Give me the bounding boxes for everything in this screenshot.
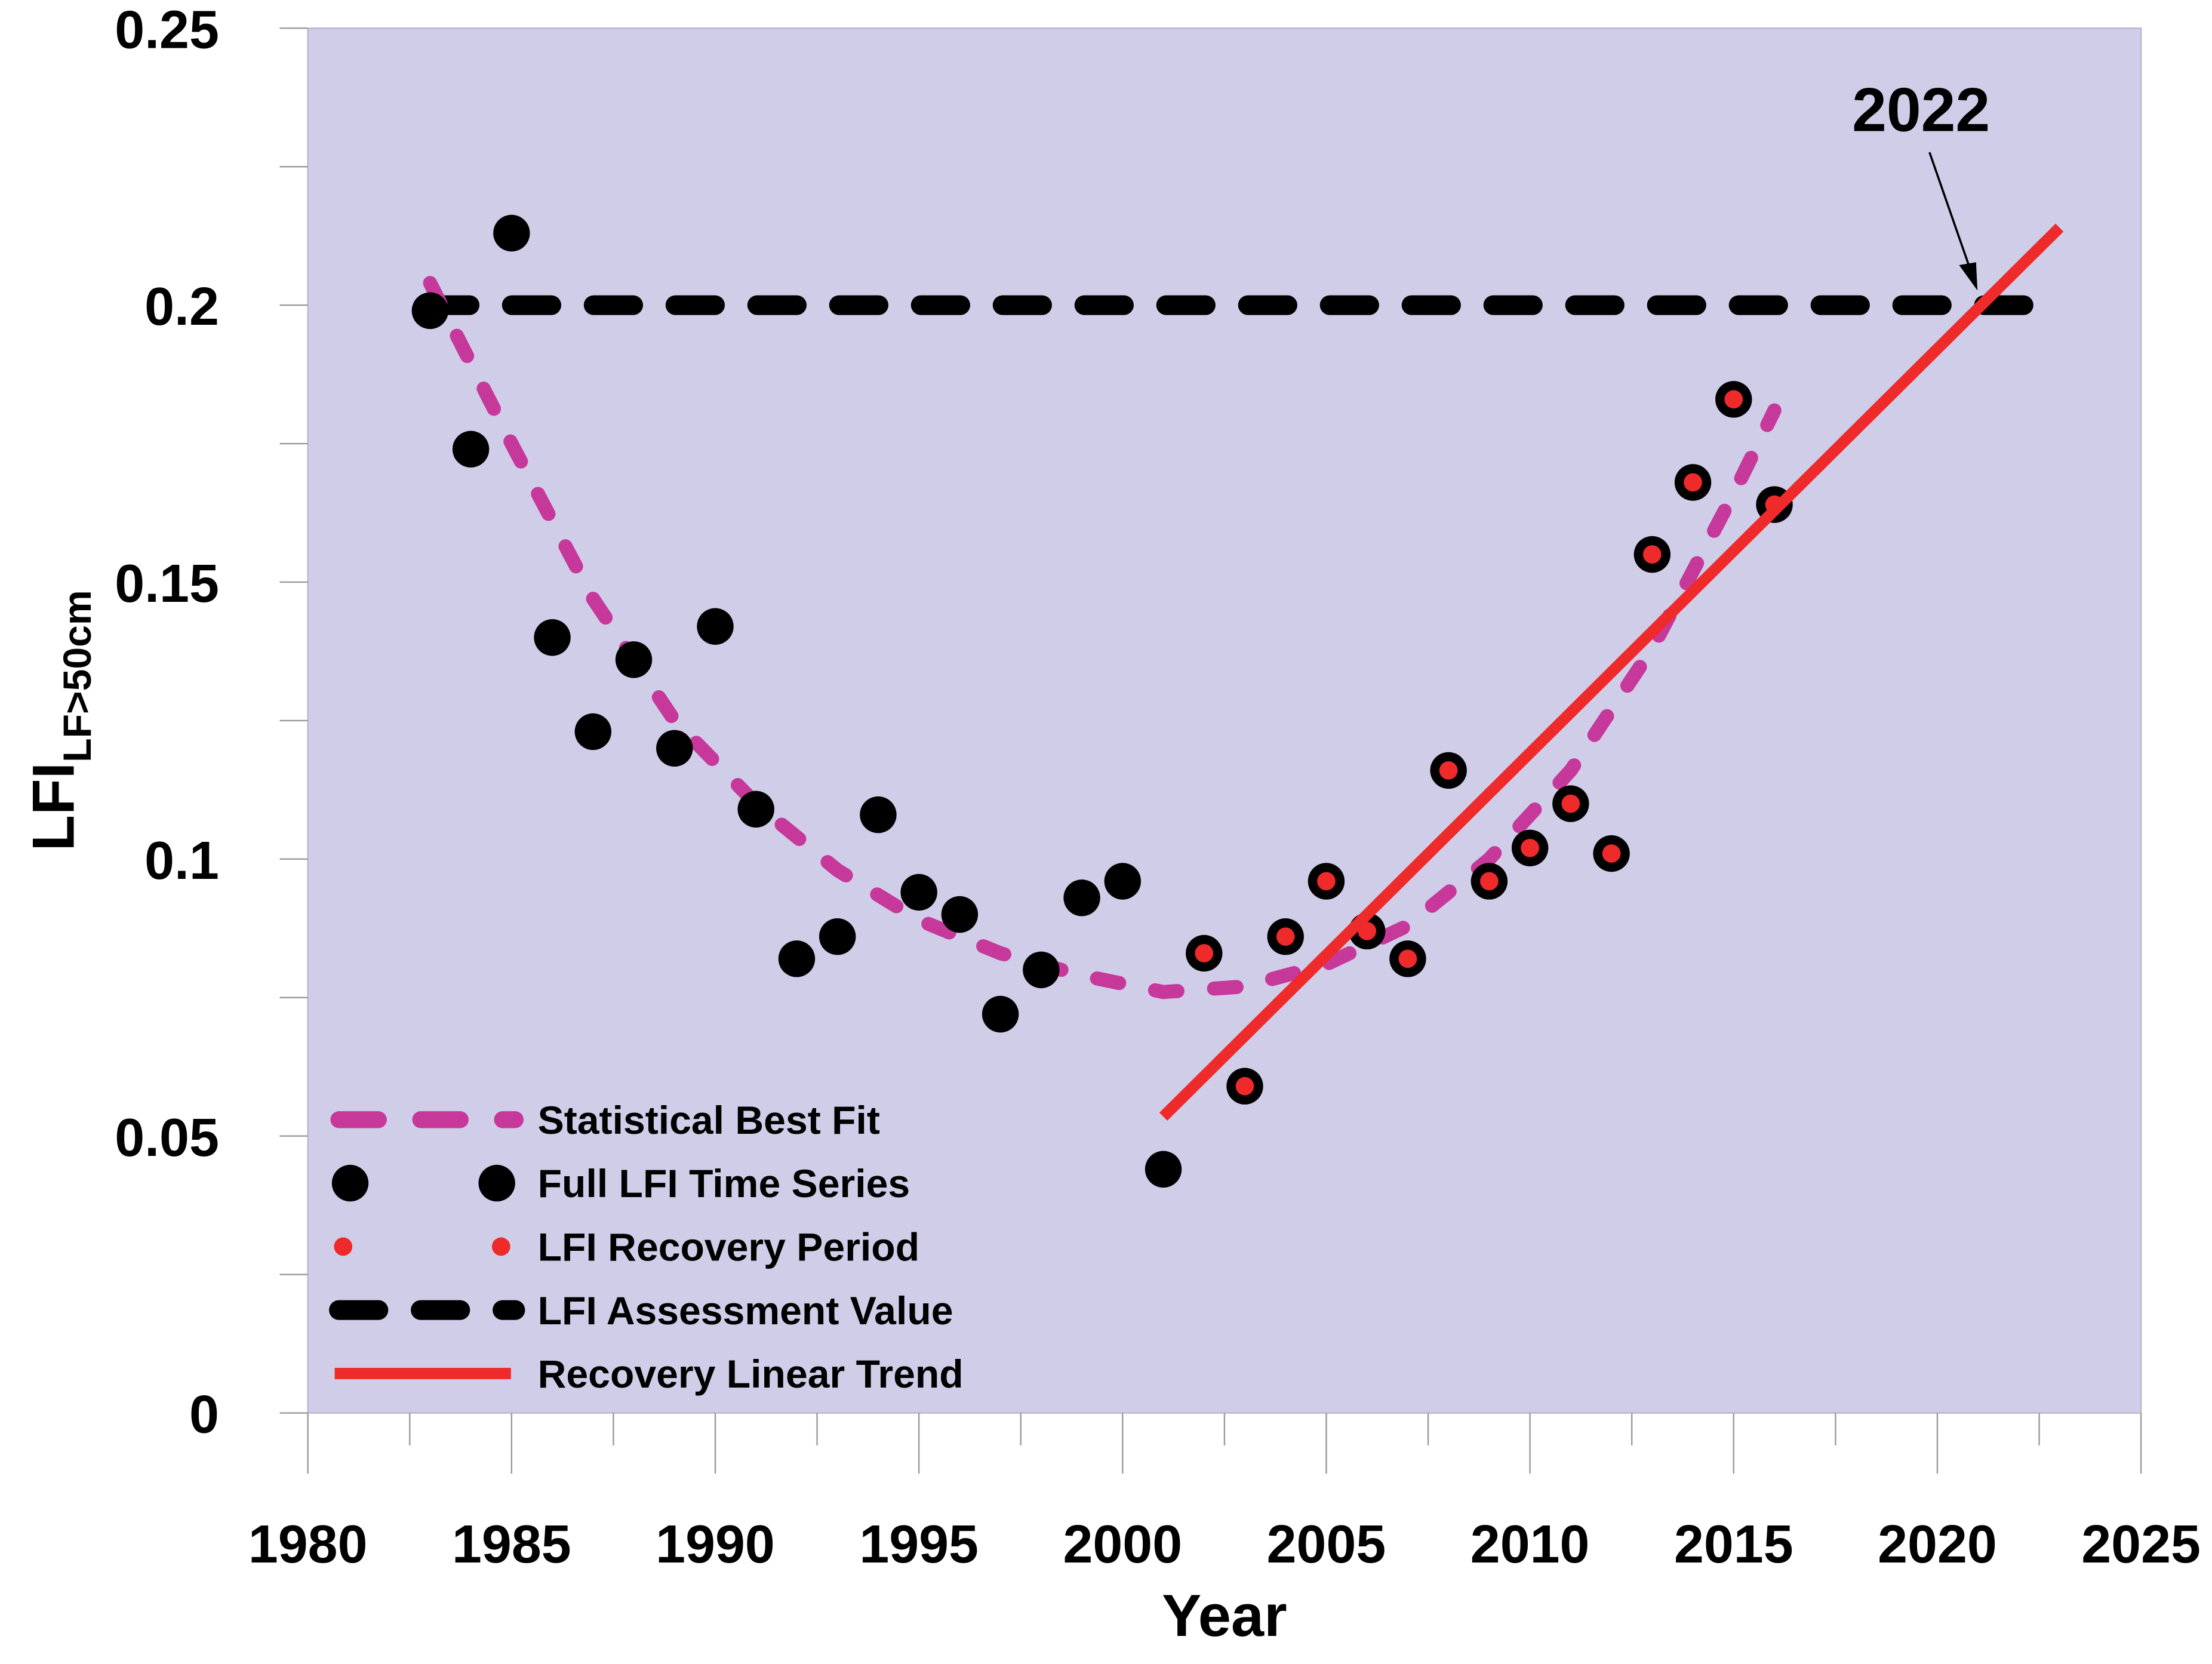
full-series-point: [452, 430, 490, 468]
y-tick-label: 0.2: [144, 277, 219, 337]
full-series-point: [1145, 1151, 1182, 1188]
x-tick-label: 2015: [1674, 1515, 1793, 1574]
legend-swatch-full-series: [331, 1164, 369, 1202]
full-series-point: [941, 896, 979, 933]
recovery-point: [1561, 794, 1580, 813]
full-series-point: [615, 641, 653, 678]
recovery-point: [1602, 844, 1621, 863]
y-tick-label: 0.1: [144, 831, 219, 891]
legend-swatch-full-series: [478, 1164, 515, 1202]
legend-swatch-recovery: [334, 1237, 353, 1256]
full-series-point: [1023, 951, 1060, 989]
recovery-trend-line: [1159, 223, 2064, 1121]
recovery-point: [1235, 1076, 1254, 1096]
recovery-point: [1276, 927, 1295, 946]
full-series-point: [411, 292, 449, 330]
x-tick-label: 2000: [1063, 1515, 1182, 1574]
full-series-point: [778, 940, 816, 977]
y-tick-label: 0.25: [115, 0, 219, 60]
recovery-point: [1398, 949, 1417, 968]
legend-label: LFI Recovery Period: [538, 1226, 919, 1270]
x-tick-label: 1985: [452, 1515, 571, 1574]
legend-label: Full LFI Time Series: [538, 1162, 910, 1206]
legend-label: Recovery Linear Trend: [538, 1352, 964, 1397]
x-tick-label: 1995: [859, 1515, 979, 1574]
recovery-point: [1724, 390, 1743, 409]
legend-label: LFI Assessment Value: [538, 1289, 953, 1333]
x-tick-label: 2025: [2081, 1515, 2201, 1574]
plot-area: [307, 27, 2142, 1414]
y-tick-label: 0: [189, 1385, 219, 1445]
legend-label: Statistical Best Fit: [538, 1099, 880, 1143]
x-tick-label: 1990: [656, 1515, 775, 1574]
x-tick-label: 1980: [248, 1515, 368, 1574]
full-series-point: [1063, 879, 1100, 916]
annotation-arrow: [1928, 152, 1978, 291]
best-fit-curve: [423, 276, 1782, 999]
full-series-point: [982, 995, 1019, 1033]
recovery-point: [1642, 545, 1662, 564]
x-axis-label: Year: [1162, 1583, 1287, 1649]
recovery-point: [1439, 761, 1458, 780]
y-tick-label: 0.15: [115, 554, 219, 614]
full-series-point: [493, 214, 530, 252]
y-axis-label: LFILF>50cm: [21, 590, 100, 851]
x-tick-label: 2010: [1470, 1515, 1590, 1574]
recovery-point: [1684, 473, 1702, 492]
x-tick-label: 2020: [1878, 1515, 1997, 1574]
x-tick-label: 2005: [1267, 1515, 1386, 1574]
full-series-point: [860, 796, 897, 833]
legend: Statistical Best Fit Full LFI Time Series…: [329, 1099, 964, 1397]
full-series-point: [574, 713, 612, 751]
recovery-point: [1521, 838, 1539, 857]
recovery-point: [1480, 872, 1499, 891]
annotation-2022: 2022: [1852, 76, 1990, 145]
full-series-point: [737, 791, 774, 828]
legend-swatch-recovery: [491, 1237, 510, 1256]
full-series-point: [697, 608, 734, 645]
recovery-point: [1195, 944, 1214, 962]
full-series-point: [534, 619, 571, 656]
y-tick-label: 0.05: [115, 1108, 219, 1168]
full-series-point: [819, 918, 856, 955]
full-series-point: [900, 873, 937, 911]
full-series-point: [1104, 863, 1142, 900]
recovery-point: [1317, 872, 1336, 891]
full-series-point: [656, 730, 693, 767]
